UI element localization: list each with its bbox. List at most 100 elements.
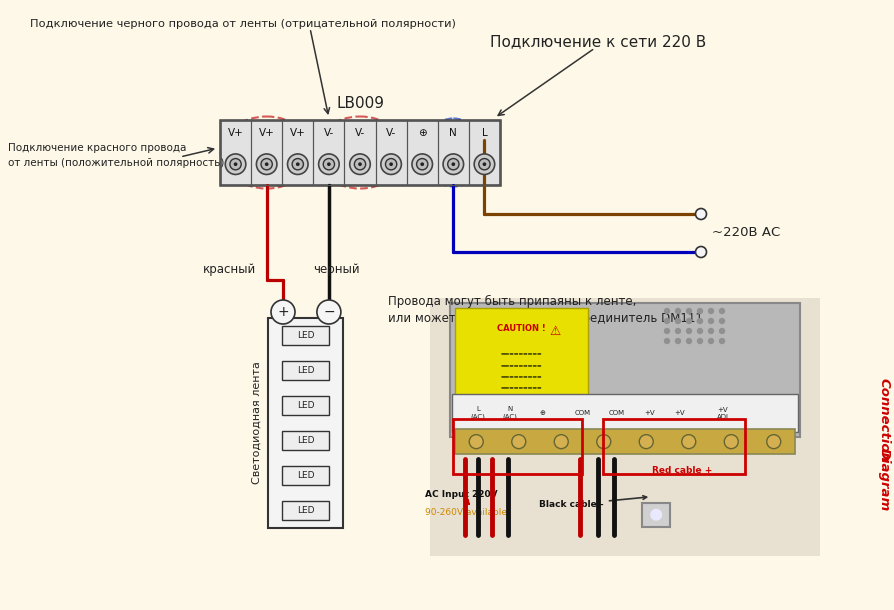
Text: +V: +V [645, 410, 654, 416]
Bar [283, 120, 313, 185]
Text: −: − [323, 305, 334, 319]
Bar [455, 429, 795, 454]
Bar [430, 298, 820, 556]
Circle shape [719, 318, 725, 324]
Circle shape [696, 209, 706, 220]
Circle shape [479, 159, 490, 170]
Circle shape [316, 300, 341, 324]
Text: COM: COM [608, 410, 624, 416]
Circle shape [389, 162, 393, 166]
Text: Светодиодная лента: Светодиодная лента [252, 362, 262, 484]
Circle shape [696, 318, 704, 324]
Bar [453, 419, 582, 474]
Text: L: L [482, 128, 487, 138]
Bar [455, 308, 588, 402]
Bar [283, 361, 329, 380]
Text: или может быть использован соединитель DM111: или может быть использован соединитель D… [388, 311, 703, 324]
Bar [268, 318, 343, 528]
Circle shape [233, 162, 238, 166]
Bar [283, 396, 329, 415]
Circle shape [664, 328, 670, 334]
Bar [283, 326, 329, 345]
Text: красный: красный [203, 264, 257, 276]
Text: CAUTION !: CAUTION ! [497, 324, 546, 333]
Text: ⊕: ⊕ [540, 410, 545, 416]
Text: Подключение к сети 220 В: Подключение к сети 220 В [490, 35, 706, 49]
Circle shape [271, 300, 295, 324]
Circle shape [265, 162, 268, 166]
Bar [251, 120, 283, 185]
Circle shape [318, 154, 339, 174]
Circle shape [696, 246, 706, 257]
Circle shape [664, 318, 670, 324]
Circle shape [675, 338, 681, 344]
Circle shape [483, 162, 486, 166]
Text: AC Input 220V: AC Input 220V [425, 490, 498, 504]
Text: COM: COM [575, 410, 591, 416]
Text: N
(AC): N (AC) [502, 406, 517, 420]
Circle shape [708, 328, 714, 334]
Circle shape [686, 328, 692, 334]
Text: ▬▬▬▬▬▬▬▬▬: ▬▬▬▬▬▬▬▬▬ [501, 373, 543, 378]
Circle shape [417, 159, 428, 170]
Circle shape [469, 435, 484, 449]
Circle shape [257, 154, 277, 174]
Text: +V: +V [674, 410, 685, 416]
Text: V-: V- [386, 128, 396, 138]
Circle shape [354, 159, 366, 170]
Bar [642, 503, 670, 526]
Text: V+: V+ [290, 128, 306, 138]
Circle shape [767, 435, 780, 449]
Circle shape [664, 308, 670, 314]
Circle shape [451, 162, 455, 166]
Bar [468, 120, 500, 185]
Circle shape [686, 338, 692, 344]
Text: LB009: LB009 [336, 96, 384, 112]
Text: N: N [450, 128, 457, 138]
Circle shape [696, 338, 704, 344]
Circle shape [327, 162, 331, 166]
Text: ~220В АС: ~220В АС [712, 226, 780, 239]
Text: Diagram: Diagram [878, 448, 890, 512]
Circle shape [682, 435, 696, 449]
Circle shape [719, 308, 725, 314]
Circle shape [324, 159, 334, 170]
Text: от ленты (положительной полярность): от ленты (положительной полярность) [8, 158, 224, 168]
Text: +: + [277, 305, 289, 319]
Text: V-: V- [324, 128, 334, 138]
Circle shape [230, 159, 241, 170]
Circle shape [292, 159, 303, 170]
Circle shape [675, 318, 681, 324]
Text: LED: LED [297, 506, 315, 515]
Bar [407, 120, 438, 185]
Bar [438, 120, 468, 185]
Circle shape [412, 154, 433, 174]
Bar [313, 120, 344, 185]
Text: Connection: Connection [878, 378, 890, 462]
Bar [220, 120, 500, 185]
Circle shape [474, 154, 494, 174]
Circle shape [350, 154, 370, 174]
Text: 90-260V available: 90-260V available [425, 508, 507, 517]
Text: Подключение черного провода от ленты (отрицательной полярности): Подключение черного провода от ленты (от… [30, 19, 456, 29]
Circle shape [597, 435, 611, 449]
Circle shape [719, 328, 725, 334]
Circle shape [686, 318, 692, 324]
Text: LED: LED [297, 401, 315, 410]
Circle shape [708, 338, 714, 344]
Circle shape [675, 308, 681, 314]
Circle shape [261, 159, 273, 170]
Text: V-: V- [355, 128, 365, 138]
Bar [603, 419, 746, 474]
Circle shape [696, 328, 704, 334]
Circle shape [448, 159, 459, 170]
Circle shape [296, 162, 299, 166]
Circle shape [420, 162, 424, 166]
Text: LED: LED [297, 471, 315, 480]
Circle shape [650, 509, 662, 521]
Circle shape [664, 338, 670, 344]
Circle shape [696, 308, 704, 314]
Text: Red cable +: Red cable + [653, 467, 713, 475]
Bar [283, 501, 329, 520]
Text: ⊕: ⊕ [417, 128, 426, 138]
